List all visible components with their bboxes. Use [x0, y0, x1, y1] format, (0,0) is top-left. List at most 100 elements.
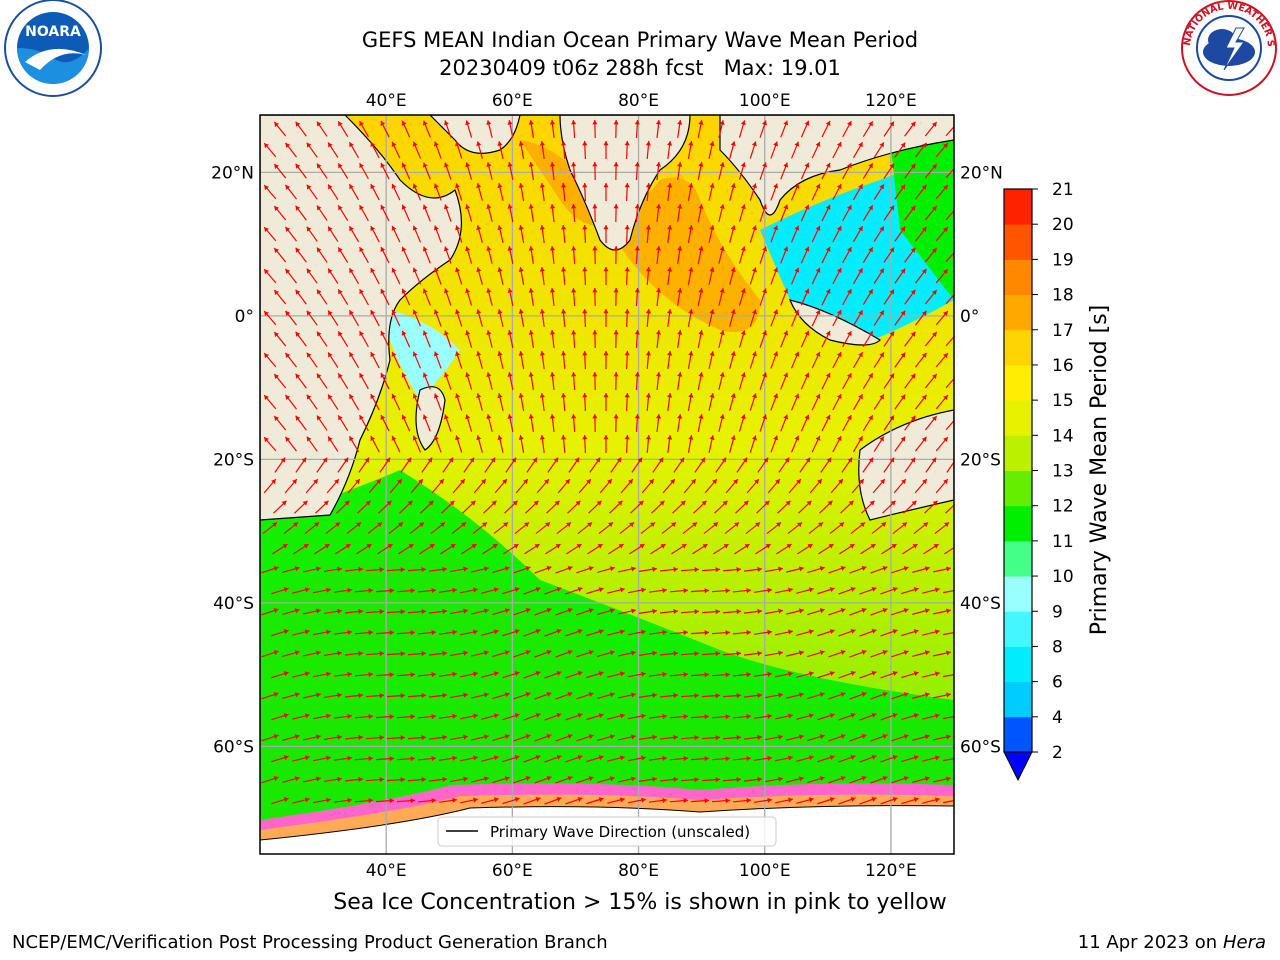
wave-arrow-head	[858, 268, 863, 274]
wave-arrow-head	[444, 246, 449, 252]
wave-arrow-head	[497, 183, 503, 188]
wave-arrow-head	[932, 500, 938, 506]
wave-arrow-head	[730, 309, 736, 315]
wave-arrow-head	[476, 393, 482, 399]
wave-arrow-head	[306, 352, 312, 358]
wave-arrow-head	[677, 162, 683, 167]
wave-arrow-head	[597, 544, 603, 549]
wave-arrow-head	[634, 330, 640, 335]
wave-arrow-head	[482, 522, 488, 528]
wave-arrow-head	[900, 268, 906, 274]
wave-arrow-head	[463, 692, 468, 698]
wave-arrow-head	[592, 288, 598, 293]
wave-arrow-head	[910, 415, 916, 421]
wave-arrow-head	[493, 755, 499, 761]
wave-arrow-head	[609, 650, 615, 656]
wave-arrow-head	[316, 247, 322, 253]
wave-arrow-head	[546, 775, 552, 781]
wave-arrow-head	[740, 246, 746, 252]
wave-arrow-head	[344, 500, 350, 506]
wave-arrow-head	[349, 142, 354, 148]
wave-arrow-head	[295, 163, 301, 169]
wave-arrow-head	[613, 120, 619, 125]
wave-arrow-head	[882, 691, 888, 697]
colorbar-tick-label: 18	[1052, 286, 1074, 306]
wave-arrow-head	[655, 372, 662, 377]
wave-arrow-head	[295, 289, 301, 295]
wave-arrow-head	[433, 393, 439, 399]
wave-arrow-head	[469, 457, 475, 463]
wave-arrow-head	[582, 183, 588, 188]
wave-arrow-head	[280, 457, 286, 463]
wave-arrow-head	[624, 141, 630, 146]
wave-arrow-head	[804, 330, 810, 336]
wave-arrow-head	[518, 183, 524, 188]
wave-arrow-head	[264, 143, 269, 149]
wave-arrow-head	[631, 692, 636, 698]
wave-arrow-head	[944, 522, 950, 528]
wave-arrow-head	[931, 457, 937, 463]
wave-arrow-head	[924, 650, 930, 656]
wave-arrow-head	[422, 288, 428, 294]
wave-arrow-head	[358, 608, 363, 615]
wave-arrow-head	[370, 310, 376, 316]
wave-arrow-head	[688, 351, 694, 356]
wave-arrow-head	[271, 479, 276, 485]
host-name: Hera	[1222, 932, 1266, 953]
wave-arrow-head	[295, 373, 301, 379]
wave-arrow-head	[598, 755, 604, 761]
wave-arrow-head	[528, 246, 534, 251]
wave-arrow-head	[619, 629, 625, 635]
wave-arrow-head	[946, 776, 951, 782]
wave-arrow-head	[903, 692, 909, 697]
wave-arrow-head	[412, 435, 418, 441]
wave-arrow-head	[421, 567, 426, 573]
wave-arrow-head	[723, 544, 729, 549]
wave-arrow-head	[757, 692, 762, 698]
wave-arrow-head	[476, 267, 482, 273]
wave-arrow-head	[921, 268, 927, 274]
wave-arrow-head	[586, 479, 591, 485]
wave-arrow-head	[740, 372, 746, 378]
wave-arrow-head	[879, 310, 884, 316]
wave-arrow-head	[746, 587, 751, 594]
wave-arrow-head	[556, 628, 562, 634]
wave-arrow-head	[634, 372, 640, 377]
wave-arrow-head	[274, 290, 280, 295]
wave-arrow-head	[783, 162, 789, 168]
wave-arrow-head	[860, 522, 866, 528]
wave-arrow-head	[567, 649, 573, 655]
legend-label: Primary Wave Direction (unscaled)	[490, 823, 750, 841]
wave-arrow-head	[892, 629, 898, 634]
wave-arrow-head	[804, 162, 810, 168]
wave-arrow-head	[931, 373, 937, 379]
colorbar-tick-label: 11	[1052, 532, 1074, 552]
wave-arrow-head	[825, 372, 831, 378]
wave-arrow-head	[634, 288, 640, 293]
wave-arrow-head	[483, 776, 489, 782]
wave-arrow-head	[379, 735, 384, 741]
wave-arrow-head	[345, 544, 351, 549]
wave-arrow-head	[836, 352, 842, 358]
wave-arrow-head	[736, 735, 741, 741]
wave-arrow	[945, 335, 954, 347]
wave-arrow-head	[571, 372, 577, 377]
wave-arrow-head	[836, 226, 842, 232]
wave-arrow-head	[483, 566, 489, 572]
wave-arrow-head	[497, 393, 503, 398]
wave-arrow-head	[825, 120, 831, 126]
wave-arrow-head	[825, 330, 831, 336]
wave-arrow-head	[571, 204, 577, 209]
wave-arrow-head	[592, 204, 598, 209]
wave-arrow-head	[455, 435, 461, 441]
wave-arrow-head	[662, 629, 667, 635]
wave-arrow-head	[401, 120, 407, 126]
wave-arrow-head	[524, 522, 530, 528]
colorbar-tick-label: 12	[1052, 497, 1074, 517]
wave-arrow-head	[698, 204, 704, 209]
wave-arrow-head	[882, 565, 888, 571]
wave-arrow-head	[471, 544, 477, 549]
wave-arrow-head	[347, 671, 352, 677]
lon-tick-label: 60°E	[492, 91, 533, 111]
wave-arrow-head	[783, 204, 789, 210]
